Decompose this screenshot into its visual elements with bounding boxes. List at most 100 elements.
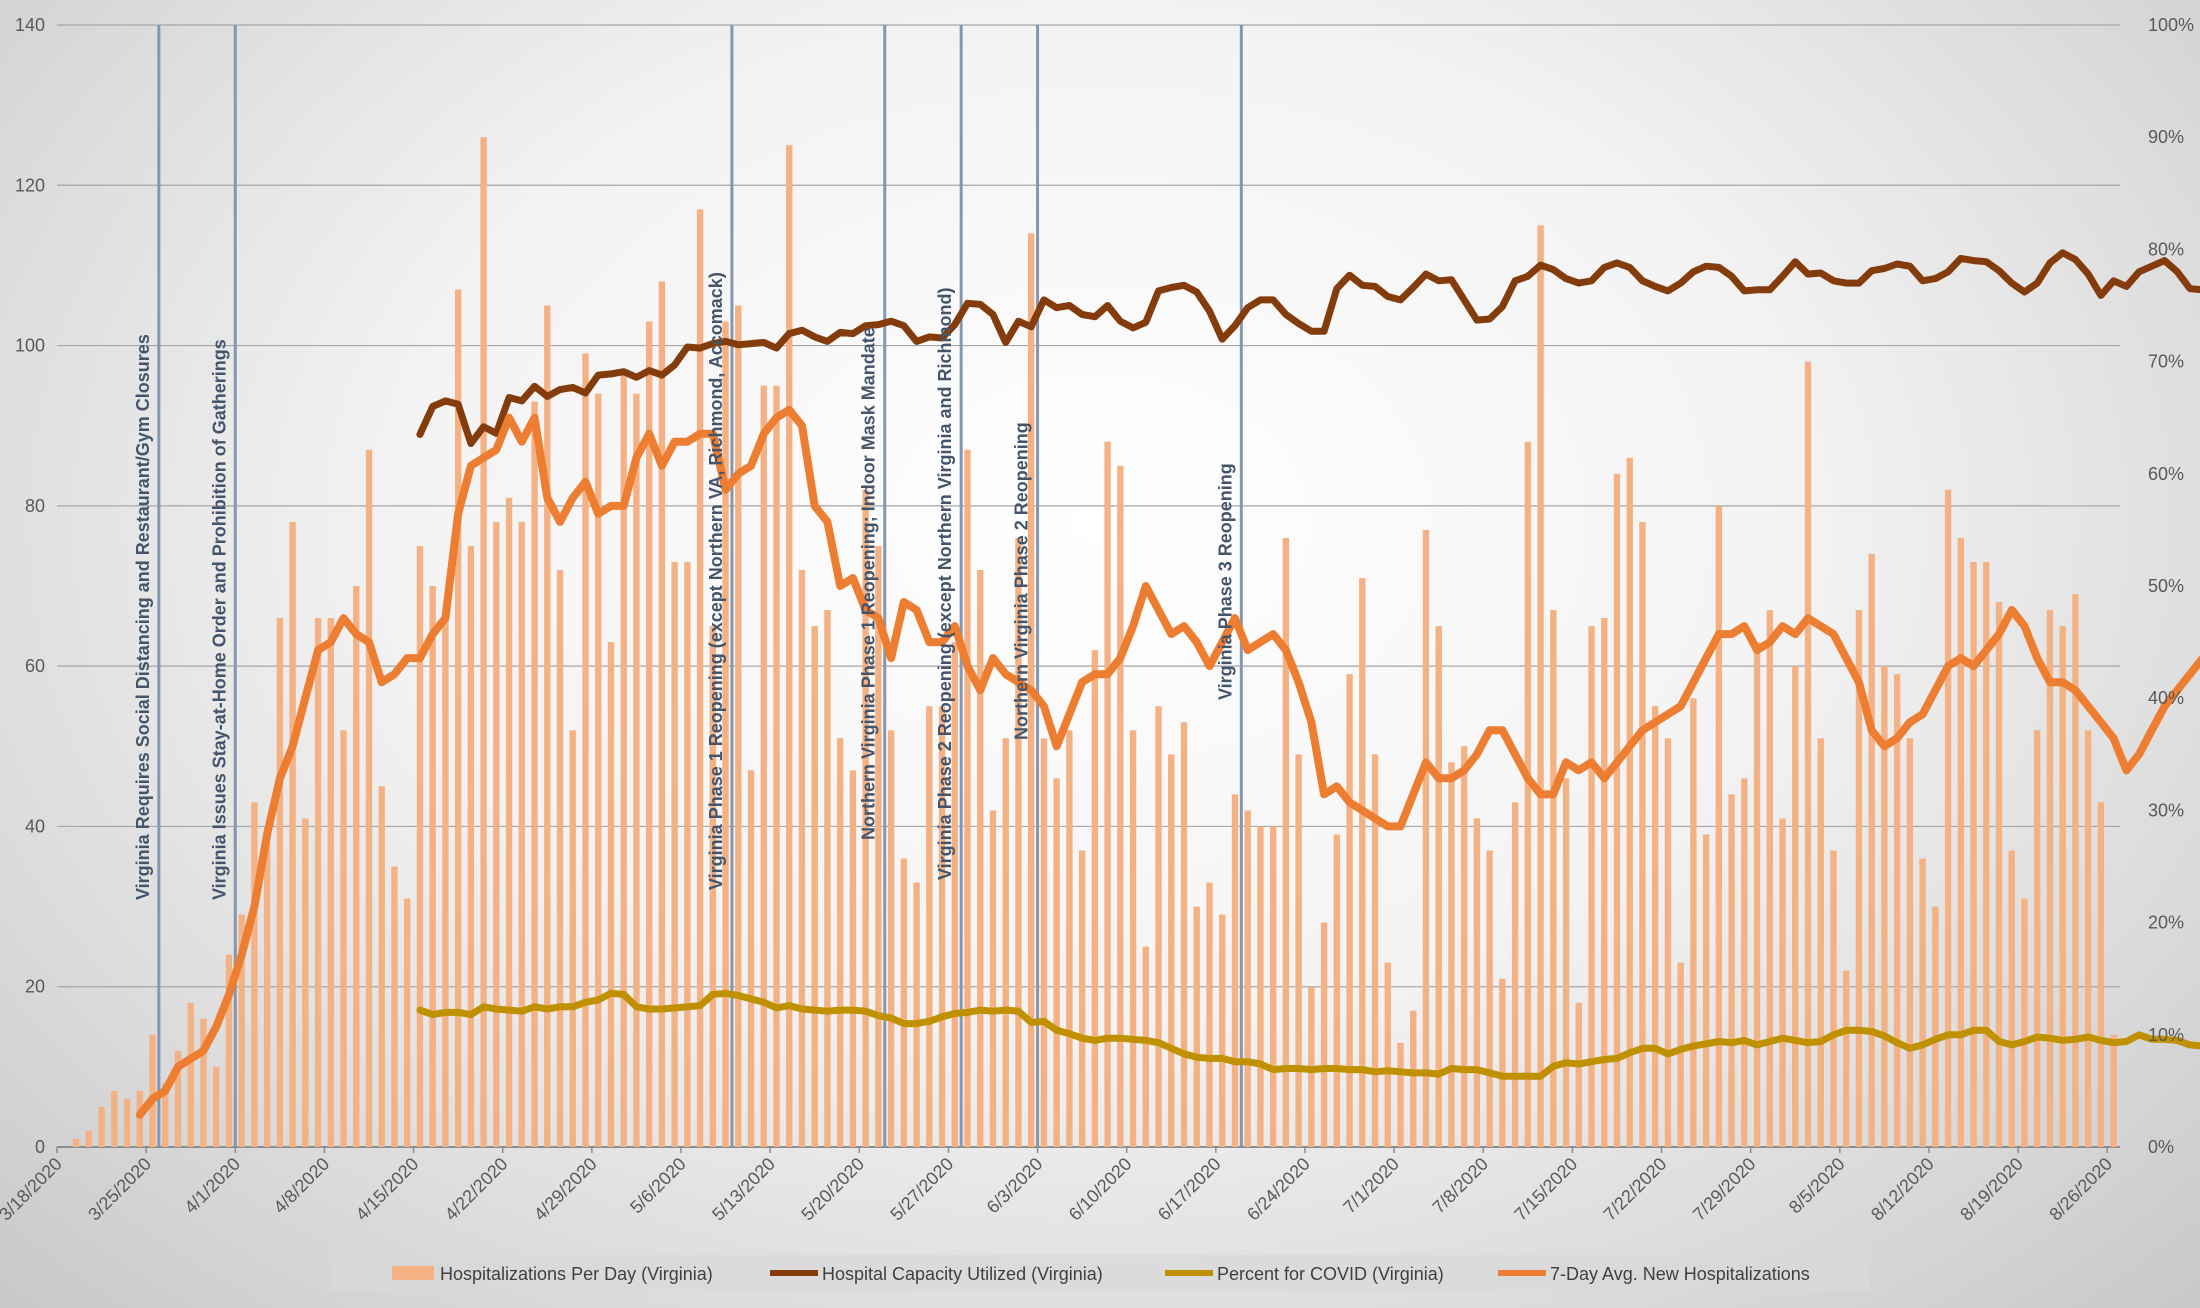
bar	[212, 1066, 220, 1147]
bar	[251, 802, 258, 1147]
bar	[875, 545, 882, 1147]
bar	[1524, 441, 1532, 1147]
bar	[1155, 706, 1162, 1147]
bar	[200, 1018, 207, 1147]
line-series	[135, 249, 2200, 1119]
bar	[1702, 834, 1710, 1147]
event-label-5: Northern Virginia Phase 2 Reopening	[1012, 422, 1032, 740]
bar	[1983, 561, 1990, 1147]
bar	[1104, 441, 1111, 1147]
bar	[353, 586, 360, 1147]
bar	[276, 618, 284, 1147]
bar	[1384, 962, 1391, 1147]
bar	[1779, 818, 1786, 1147]
y2-tick-60pct: 60%	[2148, 464, 2184, 484]
x-tick-label: 6/17/2020	[1154, 1154, 1225, 1225]
y2-tick-40pct: 40%	[2148, 688, 2184, 708]
bar	[327, 618, 334, 1147]
bar	[1371, 754, 1379, 1147]
x-tick-label: 4/29/2020	[530, 1154, 601, 1225]
legend-label-7day-avg: 7-Day Avg. New Hospitalizations	[1550, 1264, 1810, 1284]
legend: Hospitalizations Per Day (Virginia) Hosp…	[330, 1255, 1870, 1291]
bar	[2008, 850, 2015, 1147]
bar	[1180, 722, 1188, 1147]
bar	[569, 730, 576, 1147]
x-tick-label: 4/15/2020	[352, 1154, 423, 1225]
bar	[2072, 594, 2079, 1147]
bar	[404, 898, 411, 1147]
x-tick-label: 7/22/2020	[1600, 1154, 1671, 1225]
x-tick-label: 3/25/2020	[84, 1154, 155, 1225]
bar	[671, 561, 678, 1147]
bar	[442, 618, 449, 1147]
x-tick-label: 5/27/2020	[886, 1154, 957, 1225]
bar	[1269, 826, 1277, 1147]
bar	[913, 882, 920, 1147]
bar	[123, 1098, 131, 1147]
bar	[798, 569, 806, 1147]
bar	[2084, 730, 2092, 1147]
bar	[786, 145, 793, 1147]
bar	[429, 586, 436, 1147]
y-tick-20: 20	[25, 977, 45, 997]
bar	[1142, 946, 1149, 1147]
y2-tick-20pct: 20%	[2148, 913, 2184, 933]
bar	[391, 866, 398, 1147]
bar	[1015, 537, 1022, 1147]
x-tick-label: 5/20/2020	[797, 1154, 868, 1225]
bar	[1537, 225, 1544, 1147]
x-tick-label: 7/1/2020	[1339, 1154, 1403, 1218]
y2-tick-0pct: 0%	[2148, 1137, 2174, 1157]
bar	[773, 385, 780, 1148]
x-tick-label: 4/8/2020	[270, 1154, 334, 1218]
bar	[620, 369, 627, 1148]
y2-tick-100pct: 100%	[2148, 15, 2194, 35]
y2-tick-80pct: 80%	[2148, 239, 2184, 259]
x-tick-label: 7/8/2020	[1428, 1154, 1492, 1218]
bar	[1129, 730, 1137, 1147]
bar	[1652, 706, 1659, 1147]
x-tick-label: 7/29/2020	[1689, 1154, 1760, 1225]
bar	[1333, 834, 1341, 1147]
y-tick-140: 140	[15, 15, 45, 35]
bar	[111, 1090, 118, 1147]
event-label-0: Virginia Requires Social Distancing and …	[133, 334, 153, 900]
bar	[225, 954, 233, 1147]
y-axis-right-ticks: 0% 10% 20% 30% 40% 50% 60% 70% 80% 90% 100%	[2148, 15, 2194, 1157]
bar	[811, 626, 818, 1147]
bar	[1766, 610, 1773, 1147]
x-tick-label: 6/10/2020	[1065, 1154, 1136, 1225]
bar	[1664, 738, 1672, 1147]
line-7day-avg	[135, 405, 2200, 1119]
bar	[1346, 674, 1353, 1147]
bar	[1499, 978, 1506, 1147]
bar	[1613, 473, 1621, 1147]
y-tick-100: 100	[15, 336, 45, 356]
bar	[378, 786, 385, 1147]
bar	[722, 321, 729, 1147]
bar	[1944, 489, 1952, 1147]
bar	[340, 730, 347, 1147]
bar	[1741, 778, 1748, 1147]
bar	[1282, 537, 1290, 1147]
legend-label-capacity: Hospital Capacity Utilized (Virginia)	[822, 1264, 1103, 1284]
bar	[162, 1082, 169, 1147]
bar	[1588, 626, 1595, 1147]
bar	[531, 401, 538, 1148]
x-tick-label: 5/13/2020	[708, 1154, 779, 1225]
legend-swatch-hospitalizations	[392, 1266, 434, 1280]
bar	[1091, 650, 1099, 1147]
bar	[938, 706, 946, 1147]
bar	[977, 569, 984, 1147]
x-tick-label: 5/6/2020	[626, 1154, 690, 1218]
bar	[1359, 577, 1366, 1147]
bar	[1830, 850, 1837, 1147]
bar	[900, 858, 908, 1147]
event-label-1: Virginia Issues Stay-at-Home Order and P…	[209, 339, 229, 900]
bar	[1078, 850, 1086, 1147]
bar	[1320, 922, 1328, 1147]
bar	[1728, 794, 1735, 1147]
bar	[1219, 914, 1226, 1147]
bar	[1053, 778, 1060, 1147]
bar	[1575, 1002, 1582, 1147]
